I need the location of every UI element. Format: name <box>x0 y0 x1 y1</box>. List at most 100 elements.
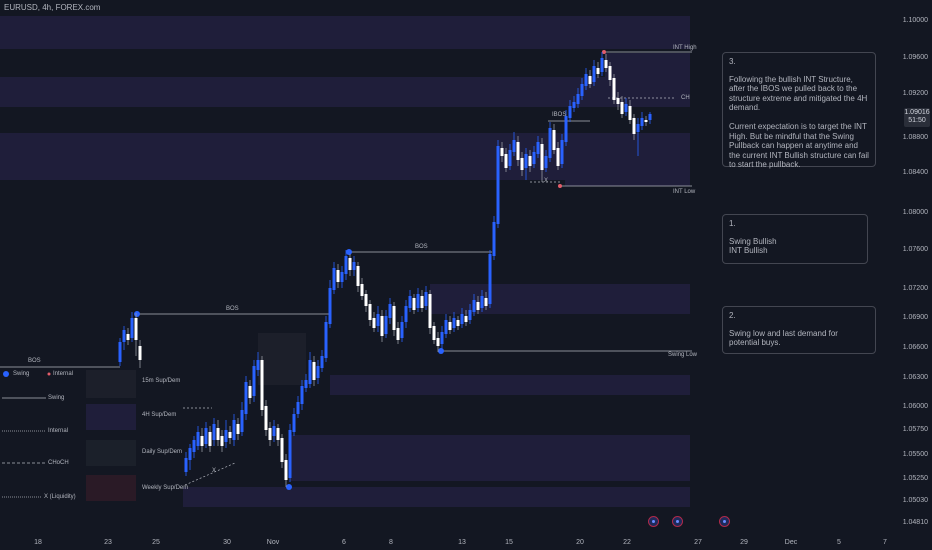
note-3[interactable]: 3. Following the bullish INT Structure, … <box>722 52 876 169</box>
ibos-label: IBOS <box>552 112 567 118</box>
candle-body <box>576 94 580 104</box>
int-high-label: INT High <box>673 45 697 51</box>
candle-body <box>648 114 652 120</box>
candle-body <box>464 316 468 322</box>
price-tick: 1.05250 <box>902 475 928 482</box>
economic-event-icon[interactable] <box>672 516 683 527</box>
candle-body <box>580 84 584 96</box>
candle-body <box>376 314 380 326</box>
candle-body <box>492 222 496 256</box>
candle-body <box>428 294 432 328</box>
candle-body <box>612 78 616 100</box>
int-low-label: INT Low <box>673 189 696 195</box>
candle-body <box>568 106 572 118</box>
candle-body <box>188 448 192 460</box>
economic-event-icon[interactable] <box>648 516 659 527</box>
candle-body <box>600 58 604 72</box>
liq-line-2 <box>184 462 236 486</box>
candle-body <box>360 284 364 296</box>
candle-body <box>134 318 138 340</box>
x-liquidity-label: X <box>212 468 217 474</box>
candle-body <box>228 432 232 438</box>
note-1[interactable]: 1. Swing Bullish INT Bullish <box>722 214 868 264</box>
price-tick: 1.04810 <box>902 519 928 526</box>
candle-body <box>420 296 424 308</box>
note-text: Following the bullish INT Structure, aft… <box>729 74 868 113</box>
note-2[interactable]: 2. Swing low and last demand for potenti… <box>722 306 876 354</box>
candle-body <box>596 68 600 74</box>
candle-body <box>412 298 416 310</box>
candle-body <box>536 142 540 154</box>
candle-body <box>252 366 256 396</box>
candle-body <box>122 330 126 342</box>
candle-body <box>644 120 648 122</box>
economic-event-icon[interactable] <box>719 516 730 527</box>
candle-body <box>452 318 456 328</box>
price-tick: 1.08800 <box>902 134 928 141</box>
legend-zones <box>86 333 306 501</box>
swing-point <box>558 184 562 188</box>
date-tick: 18 <box>34 539 42 546</box>
date-tick: 5 <box>837 539 841 546</box>
swing-point <box>286 484 292 490</box>
current-price-label: 1.09016 51:50 <box>904 108 930 127</box>
price-tick: 1.06000 <box>902 403 928 410</box>
candle-body <box>440 332 444 344</box>
candle-body <box>212 424 216 440</box>
note-number: 1. <box>729 219 736 228</box>
candle-body <box>564 116 568 142</box>
candle-body <box>364 294 368 306</box>
candle-body <box>592 66 596 82</box>
candle-body <box>640 118 644 126</box>
candle-body <box>516 142 520 160</box>
swing-legend-dot <box>3 371 9 377</box>
candle-body <box>424 292 428 306</box>
candlesticks <box>118 52 652 487</box>
candle-body <box>604 60 608 68</box>
candle-body <box>276 428 280 440</box>
candle-body <box>348 258 352 270</box>
candle-body <box>620 102 624 114</box>
zone-top <box>0 16 690 49</box>
internal-legend-dot <box>47 372 51 376</box>
candle-body <box>312 362 316 380</box>
x-label: X <box>544 178 549 184</box>
price-tick: 1.09200 <box>902 90 928 97</box>
candle-body <box>320 356 324 368</box>
candle-body <box>484 298 488 306</box>
note-number: 3. <box>729 57 736 66</box>
symbol-title[interactable]: EURUSD, 4h, FOREX.com <box>4 3 101 12</box>
note-number: 2. <box>729 311 736 320</box>
candle-body <box>328 288 332 324</box>
candle-body <box>448 322 452 330</box>
date-tick: 13 <box>458 539 466 546</box>
swing-point <box>346 249 352 255</box>
candle-body <box>196 432 200 446</box>
zone-mid <box>430 284 690 314</box>
swing-point <box>438 348 444 354</box>
legend-internal: Internal <box>53 371 74 377</box>
candle-body <box>632 118 636 134</box>
candle-body <box>264 406 268 430</box>
legend-swing: Swing <box>13 371 30 377</box>
bar-countdown: 51:50 <box>908 117 926 124</box>
candle-body <box>208 432 212 446</box>
swing-point <box>602 50 606 54</box>
bos-label: BOS <box>28 358 41 364</box>
price-tick: 1.05750 <box>902 426 928 433</box>
candle-body <box>220 436 224 446</box>
price-tick: 1.08000 <box>902 209 928 216</box>
candle-body <box>240 410 244 432</box>
candle-body <box>384 316 388 334</box>
candle-body <box>340 272 344 282</box>
candle-body <box>408 296 412 308</box>
legend-line-liquidity: X (Liquidity) <box>44 494 76 500</box>
swing-points <box>134 50 606 490</box>
candle-body <box>380 316 384 336</box>
date-tick: 27 <box>694 539 702 546</box>
candle-body <box>388 304 392 318</box>
candle-body <box>304 380 308 388</box>
candle-body <box>636 124 640 132</box>
candle-body <box>584 74 588 86</box>
